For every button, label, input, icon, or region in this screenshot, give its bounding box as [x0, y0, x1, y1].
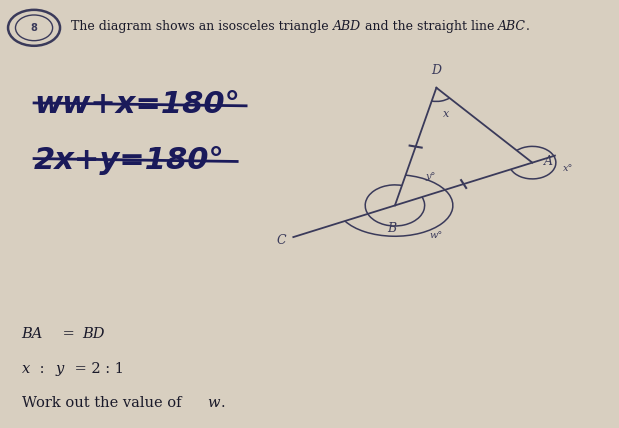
Text: B: B — [387, 222, 396, 235]
Text: y: y — [56, 362, 64, 376]
Text: ABD: ABD — [333, 20, 361, 33]
Text: BD: BD — [82, 327, 105, 342]
Text: x: x — [443, 109, 449, 119]
Text: y°: y° — [425, 172, 436, 181]
Text: Work out the value of: Work out the value of — [22, 396, 186, 410]
Text: = 2 : 1: = 2 : 1 — [70, 362, 124, 376]
Text: x°: x° — [563, 164, 574, 173]
Text: 2x+y=180°: 2x+y=180° — [34, 146, 225, 175]
Text: =: = — [58, 327, 79, 342]
Text: .: . — [221, 396, 225, 410]
Text: :: : — [35, 362, 50, 376]
Text: BA: BA — [22, 327, 43, 342]
Text: The diagram shows an isosceles triangle: The diagram shows an isosceles triangle — [71, 20, 333, 33]
Text: ABC: ABC — [498, 20, 526, 33]
Text: ww+x=180°: ww+x=180° — [34, 90, 240, 119]
Text: .: . — [526, 20, 530, 33]
Text: C: C — [276, 234, 286, 247]
Text: 8: 8 — [30, 23, 38, 33]
Text: w°: w° — [429, 232, 443, 241]
Text: w: w — [207, 396, 220, 410]
Text: D: D — [431, 64, 441, 77]
Text: and the straight line: and the straight line — [361, 20, 498, 33]
Text: A: A — [543, 155, 553, 168]
Text: x: x — [22, 362, 30, 376]
